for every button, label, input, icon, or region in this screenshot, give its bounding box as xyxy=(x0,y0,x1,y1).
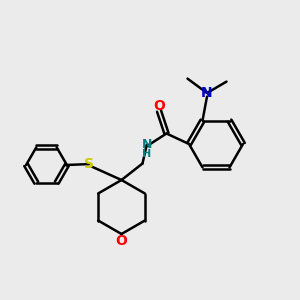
Text: H: H xyxy=(142,148,151,159)
Text: N: N xyxy=(201,86,213,100)
Text: O: O xyxy=(116,234,128,248)
Text: O: O xyxy=(153,99,165,112)
Text: S: S xyxy=(84,157,94,171)
Text: N: N xyxy=(142,138,152,152)
